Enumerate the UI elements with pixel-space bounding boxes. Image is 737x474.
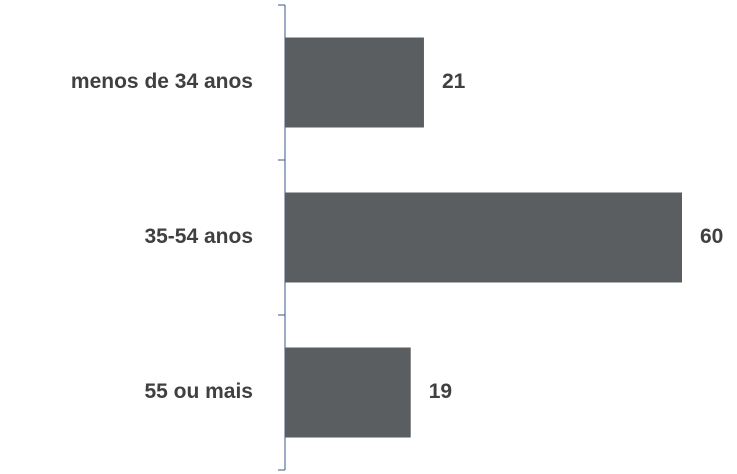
category-label: menos de 34 anos xyxy=(71,70,253,93)
bar xyxy=(285,347,411,438)
bar xyxy=(285,37,424,128)
bar xyxy=(285,192,682,283)
category-label: 55 ou mais xyxy=(144,380,253,403)
category-label: 35-54 anos xyxy=(144,225,253,248)
value-label: 21 xyxy=(442,70,466,93)
value-label: 19 xyxy=(429,380,452,403)
value-label: 60 xyxy=(700,225,723,248)
